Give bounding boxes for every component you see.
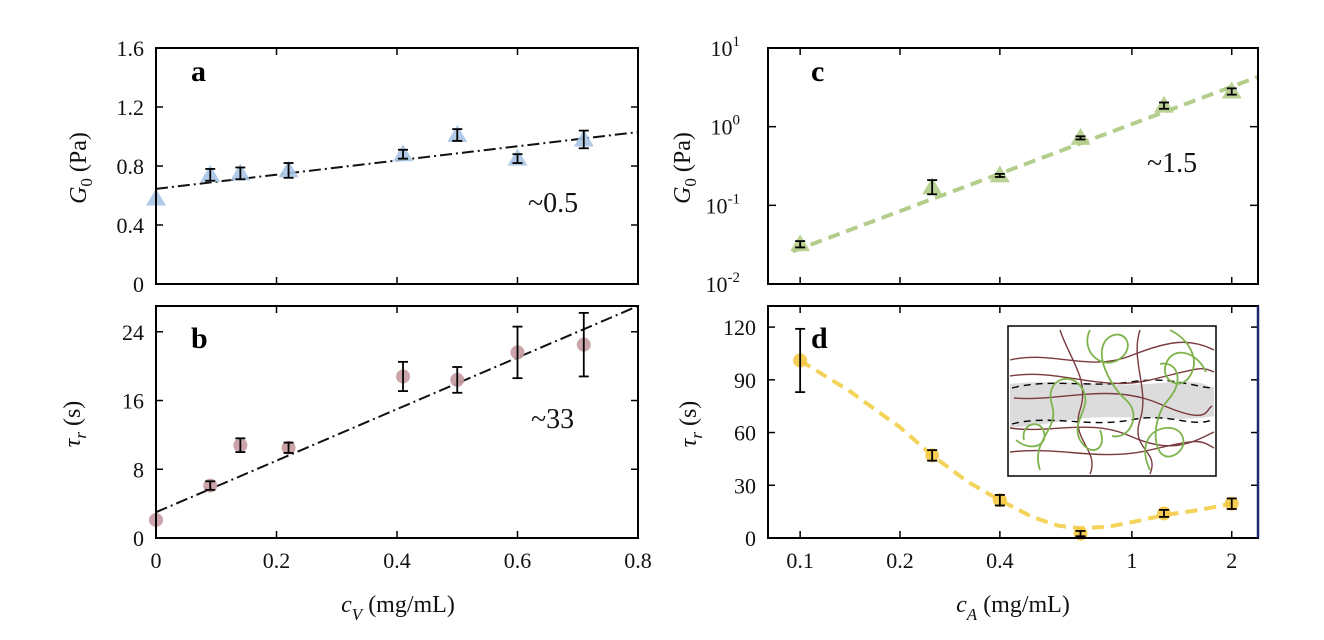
inset-filament: [1059, 329, 1093, 475]
panel-d-label: d: [811, 322, 828, 355]
panel-b-xlabel-sub: V: [352, 605, 365, 624]
panel-b-xtick-label: 0.4: [383, 548, 411, 573]
panel-d: 0 30 60 90 120 0.1 0.2 0.4 1 2 d τr (s) cA (mg/mL…: [676, 305, 1260, 624]
panel-d-ytick-label: 90: [734, 368, 756, 393]
panel-a: 00.40.81.21.6 a ~0.5 G0 (Pa): [66, 36, 639, 297]
panel-c-ylabel-sub: 0: [681, 178, 700, 187]
panel-d-ylabel-sub: r: [687, 432, 706, 439]
panel-d-xtick-label: 0.2: [886, 548, 914, 573]
panel-a-ytick-label: 0.4: [117, 213, 145, 238]
inset-filament: [1086, 329, 1135, 438]
panel-b-slope: ~33: [531, 404, 574, 435]
panel-b-xlabel-rest: (mg/mL): [362, 592, 455, 618]
panel-d-ytick-label: 120: [723, 315, 756, 340]
panel-b-xtick-label: 0.6: [504, 548, 532, 573]
panel-b-ytick-label: 16: [122, 389, 144, 414]
inset-filament: [1037, 377, 1103, 471]
panel-d-xlabel-rest: (mg/mL): [977, 592, 1070, 618]
panel-d-ytick-label: 0: [745, 526, 756, 551]
panel-d-xlabel: cA (mg/mL): [956, 592, 1070, 624]
panel-b: 0 8 16 24 0 0.2 0.4 0.6 0.8 b ~33 τr (s) cV (mg/…: [60, 305, 652, 624]
inset-filament: [1009, 440, 1215, 456]
inset-schematic: [1007, 325, 1217, 477]
panel-c-frame: [767, 47, 1259, 285]
panel-c-ytick-label: 10-2: [706, 270, 741, 297]
panel-d-data: 0 30 60 90 120 0.1 0.2 0.4 1 2: [723, 306, 1258, 573]
panel-c: 101 100 10-1 10-2 c ~1.5 G0 (Pa): [670, 34, 1259, 297]
panel-b-xtick-label: 0: [151, 548, 162, 573]
panel-b-xlabel: cV (mg/mL): [341, 592, 455, 624]
panel-b-ylabel-sub: r: [71, 432, 90, 439]
inset-tube-band: [1010, 381, 1214, 428]
panel-b-ytick-label: 8: [133, 457, 144, 482]
panel-b-ytick-label: 24: [122, 320, 144, 345]
panel-d-ylabel-main: τ: [676, 437, 702, 447]
inset-filament: [1144, 362, 1185, 471]
panel-c-slope: ~1.5: [1147, 148, 1197, 179]
panel-d-xtick-label: 0.1: [786, 548, 814, 573]
panel-c-label: c: [811, 55, 824, 88]
inset-filament: [1009, 368, 1215, 385]
panel-b-ylabel-rest: (s): [60, 401, 86, 432]
panel-a-ytick-label: 1.2: [117, 95, 145, 120]
panel-d-xlabel-main: c: [956, 592, 967, 618]
panel-c-ytick-label: 100: [711, 113, 741, 140]
panel-b-ylabel-main: τ: [60, 437, 86, 447]
panel-d-xlabel-sub: A: [966, 605, 978, 624]
panel-d-ytick-label: 60: [734, 421, 756, 446]
panel-a-ytick-label: 0: [133, 272, 144, 297]
panel-d-ylabel-rest: (s): [676, 401, 702, 432]
inset-filament: [1015, 423, 1046, 448]
panel-c-ytick-label: 101: [711, 34, 741, 61]
panel-b-xtick-label: 0.8: [624, 548, 652, 573]
inset-red-filaments: [1009, 329, 1215, 475]
panel-a-ylabel: G0 (Pa): [66, 132, 96, 204]
panel-d-xtick-label: 1: [1126, 548, 1137, 573]
panel-c-ylabel-main: G: [670, 187, 696, 204]
panel-c-ytick-label: 10-1: [706, 191, 741, 218]
panel-a-label: a: [191, 55, 206, 88]
panel-b-label: b: [191, 322, 208, 355]
panel-b-ytick-label: 0: [133, 526, 144, 551]
panel-a-frame: [155, 47, 639, 285]
panel-d-ylabel: τr (s): [676, 401, 706, 448]
panel-d-xtick-label: 2: [1226, 548, 1237, 573]
inset-green-filaments: [1015, 329, 1207, 471]
panel-a-ytick-label: 1.6: [117, 36, 145, 61]
panel-a-ylabel-sub: 0: [77, 178, 96, 187]
inset-filament: [1164, 329, 1207, 385]
inset-filament: [1136, 329, 1153, 475]
panel-d-ytick-label: 30: [734, 473, 756, 498]
panel-a-ylabel-rest: (Pa): [66, 132, 92, 178]
panel-d-xtick-label: 0.4: [986, 548, 1014, 573]
panel-b-xtick-label: 0.2: [263, 548, 291, 573]
panel-a-ytick-label: 0.8: [117, 154, 145, 179]
panel-c-ylabel: G0 (Pa): [670, 132, 700, 204]
panel-b-xlabel-main: c: [341, 592, 352, 618]
panel-b-frame: [155, 305, 639, 539]
inset-filament: [1009, 341, 1215, 363]
panel-a-slope: ~0.5: [528, 188, 578, 219]
panel-c-ylabel-rest: (Pa): [670, 132, 696, 178]
panel-a-ylabel-main: G: [66, 187, 92, 204]
panel-c-fit-line: [792, 74, 1259, 254]
panel-b-ylabel: τr (s): [60, 401, 90, 448]
panel-b-data: 0 8 16 24 0 0.2 0.4 0.6 0.8: [122, 305, 652, 573]
